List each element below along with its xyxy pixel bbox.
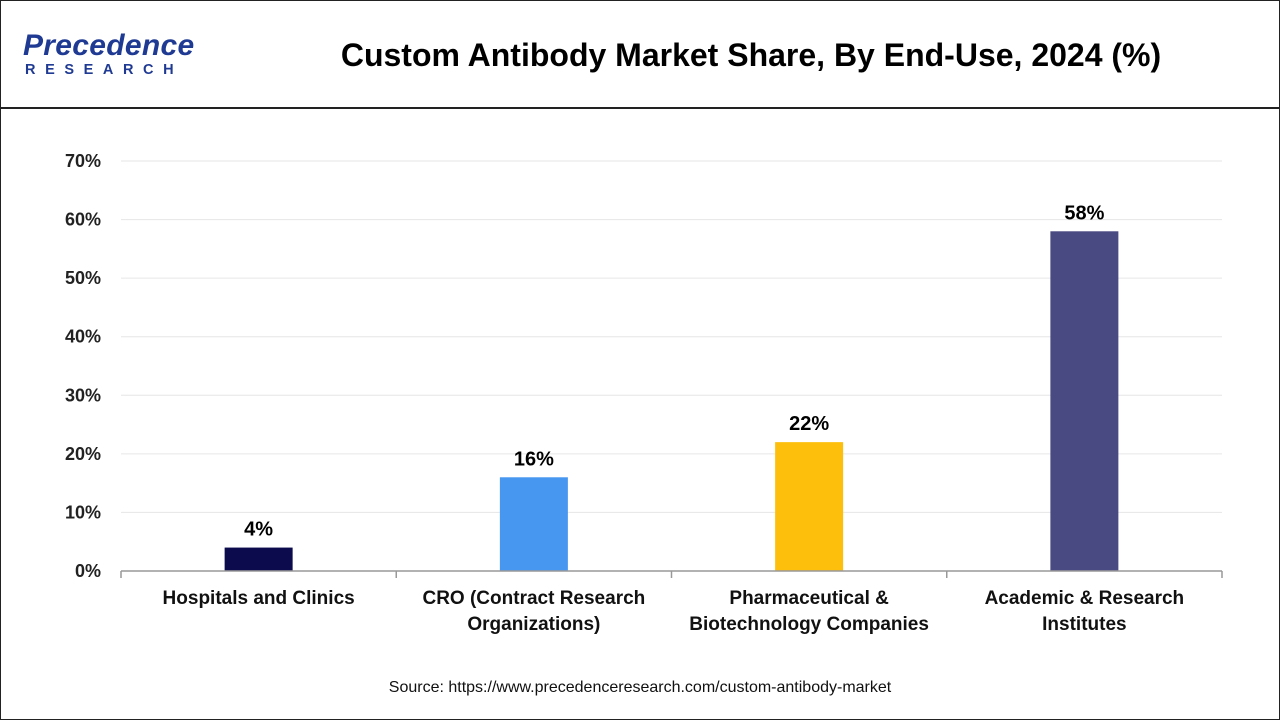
category-label-2-0: Pharmaceutical &: [729, 588, 889, 609]
value-label-0: 4%: [244, 519, 273, 541]
y-tick-label-0: 0%: [75, 561, 101, 581]
category-label-2-1: Biotechnology Companies: [689, 614, 929, 635]
category-label-3-1: Institutes: [1042, 614, 1126, 635]
y-tick-label-50: 50%: [65, 268, 101, 288]
y-tick-label-40: 40%: [65, 327, 101, 347]
category-label-1-0: CRO (Contract Research: [422, 588, 645, 609]
bar-1: [499, 477, 568, 571]
y-tick-label-30: 30%: [65, 385, 101, 405]
y-tick-label-60: 60%: [65, 210, 101, 230]
bar-chart: 0% 10% 20% 30% 40% 50% 60% 70% 4% 16% 22% 58% Hosp…: [65, 151, 1223, 635]
value-label-1: 16%: [514, 448, 554, 470]
category-labels: Hospitals and Clinics CRO (Contract Resea…: [163, 588, 1185, 635]
source-note: Source: https://www.precedenceresearch.c…: [388, 679, 892, 696]
header: Precedence RESEARCH Custom Antibody Mark…: [1, 1, 1279, 109]
bar-3: [1050, 231, 1119, 572]
bars: [224, 231, 1119, 572]
category-label-0-0: Hospitals and Clinics: [163, 588, 355, 609]
value-label-2: 22%: [789, 413, 829, 435]
value-labels: 4% 16% 22% 58%: [244, 202, 1104, 540]
y-tick-label-20: 20%: [65, 444, 101, 464]
bar-0: [224, 547, 293, 571]
bar-2: [775, 442, 844, 571]
gridlines: [121, 160, 1222, 513]
brand-name: Precedence: [23, 29, 195, 62]
value-label-3: 58%: [1064, 202, 1104, 224]
y-tick-label-70: 70%: [65, 151, 101, 171]
category-label-3-0: Academic & Research: [985, 588, 1185, 609]
brand-sub: RESEARCH: [25, 62, 184, 78]
brand-logo: Precedence RESEARCH: [23, 29, 223, 85]
category-label-1-1: Organizations): [467, 614, 600, 635]
chart-title: Custom Antibody Market Share, By End-Use…: [340, 37, 1162, 73]
x-axis: [120, 570, 1223, 578]
y-axis-ticks: 0% 10% 20% 30% 40% 50% 60% 70%: [65, 151, 101, 581]
y-tick-label-10: 10%: [65, 502, 101, 522]
